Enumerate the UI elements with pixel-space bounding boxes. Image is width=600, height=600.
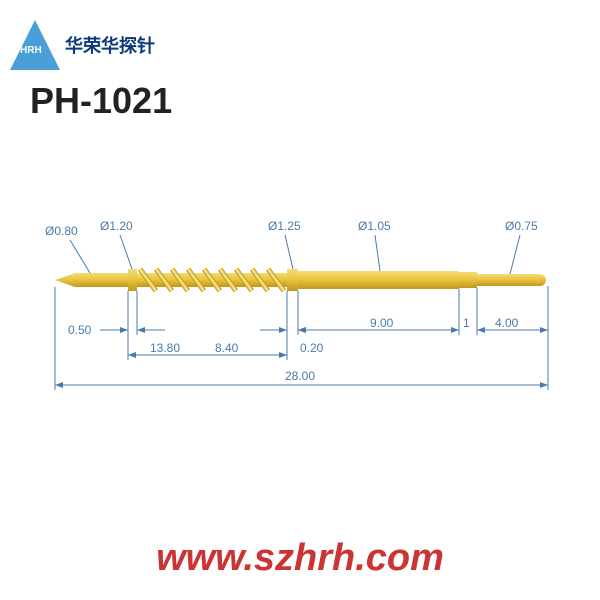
part-number: PH-1021 bbox=[30, 80, 172, 122]
logo-icon: HRH bbox=[10, 20, 60, 70]
length-dimensions: 0.50 13.80 8.40 0.20 9.00 1 4.00 bbox=[55, 286, 548, 390]
dia-5: Ø0.75 bbox=[505, 219, 538, 233]
pin-tip-left bbox=[55, 273, 75, 287]
dia-1: Ø0.80 bbox=[45, 224, 78, 238]
pin-collar bbox=[128, 269, 137, 291]
len-2: 13.80 bbox=[150, 341, 180, 355]
pin-shaft-3 bbox=[477, 274, 540, 286]
len-total: 28.00 bbox=[285, 369, 315, 383]
len-3: 8.40 bbox=[215, 341, 239, 355]
dia-4: Ø1.05 bbox=[358, 219, 391, 233]
pin-shaft-2 bbox=[298, 271, 459, 289]
len-1: 0.50 bbox=[68, 323, 92, 337]
pin-tip-right bbox=[534, 274, 546, 286]
len-6: 1 bbox=[463, 316, 470, 330]
pin-spring bbox=[137, 269, 287, 291]
len-7: 4.00 bbox=[495, 316, 519, 330]
diameter-labels: Ø0.80 Ø1.20 Ø1.25 Ø1.05 Ø0.75 bbox=[45, 219, 538, 274]
logo-chinese: 华荣华探针 bbox=[65, 32, 155, 58]
len-4: 0.20 bbox=[300, 341, 324, 355]
pin-barrel bbox=[287, 269, 298, 291]
pin-step bbox=[459, 272, 477, 288]
logo: HRH 华荣华探针 bbox=[10, 20, 155, 70]
diagram-container: HRH 华荣华探针 PH-1021 bbox=[0, 0, 600, 600]
logo-text: HRH bbox=[20, 45, 42, 56]
len-5: 9.00 bbox=[370, 316, 394, 330]
technical-drawing: Ø0.80 Ø1.20 Ø1.25 Ø1.05 Ø0.75 bbox=[0, 180, 600, 460]
dia-2: Ø1.20 bbox=[100, 219, 133, 233]
website-url: www.szhrh.com bbox=[0, 537, 600, 580]
dia-3: Ø1.25 bbox=[268, 219, 301, 233]
pin-shaft-1 bbox=[75, 273, 128, 287]
